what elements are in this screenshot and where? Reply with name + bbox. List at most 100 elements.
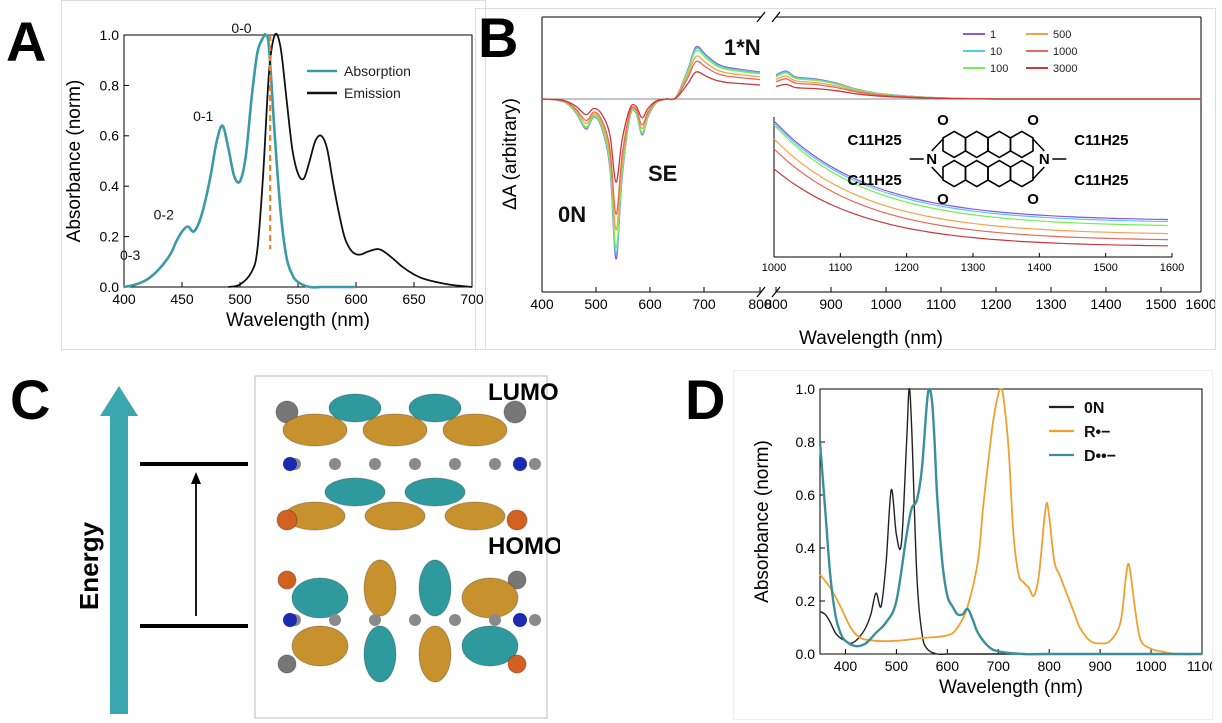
x-tick-label: 500: [228, 291, 252, 307]
nitrogen-atom: [283, 613, 297, 627]
carbon-atom: [529, 458, 541, 470]
ta-trace-visible-5: [541, 71, 761, 183]
orbital-lobe-negative: [506, 509, 528, 531]
inset-x-tick-label: 1600: [1160, 262, 1184, 274]
ta-trace-visible-1: [541, 47, 761, 255]
orbital-lobe-positive: [291, 577, 349, 619]
absorption-emission-chart: 400 450 500 550 600 650 700 0.0 0.2 0.4 0.6 0.8 1.0 W…: [64, 20, 484, 331]
vibronic-label-0: 0-0: [231, 20, 251, 36]
carbon-atom: [529, 614, 541, 626]
orbital-lobe-negative: [444, 501, 506, 531]
legend-label-2: D••−: [1084, 448, 1116, 465]
ta-trace-nir-3: [775, 75, 1201, 100]
pdi-molecule-structure: N N O O O O C11H25 C11H25 C11H25 C11H25: [847, 112, 1128, 208]
series-line-0: [123, 32, 356, 289]
legend-label-1: R•−: [1084, 424, 1111, 441]
orbital-lobe-positive: [324, 477, 386, 507]
legend-label-0: 1: [990, 29, 996, 41]
ta-trace-visible-2: [541, 49, 761, 249]
orbital-lobe-negative: [442, 413, 508, 447]
x-axis-label: Wavelength (nm): [226, 310, 370, 331]
orbital-lobe-negative: [277, 654, 297, 674]
y-tick-label: 0.8: [796, 434, 816, 450]
x-tick-label: 1300: [1035, 296, 1066, 312]
atom-label-n: N: [926, 151, 937, 168]
nitrogen-atom: [513, 613, 527, 627]
series-line-1: [819, 387, 1203, 656]
x-tick-label: 600: [638, 296, 662, 312]
molecule-ring: [942, 159, 967, 188]
plot-frame: [123, 34, 473, 288]
orbital-lobe-negative: [461, 577, 519, 619]
orbital-lobe-negative: [277, 570, 297, 590]
y-tick-label: 0.2: [796, 593, 816, 609]
inset-x-tick-label: 1500: [1093, 262, 1117, 274]
orbital-diagram: Energy LUMO HOMO: [74, 375, 560, 719]
legend-label-1: Emission: [344, 85, 401, 101]
series-line-1: [228, 32, 473, 288]
alkyl-label: C11H25: [1074, 132, 1128, 149]
carbon-atom: [329, 458, 341, 470]
x-tick-label: 800: [748, 296, 772, 312]
axis-break-mark-2: [756, 286, 766, 298]
legend-label-1: 10: [990, 46, 1002, 58]
y-axis-label: ΔA (arbitrary): [500, 98, 521, 210]
y-tick-label: 0.6: [796, 487, 816, 503]
panel-a: 400 450 500 550 600 650 700 0.0 0.2 0.4 0.6 0.8 1.0 W…: [61, 0, 486, 350]
x-tick-label: 1400: [1090, 296, 1121, 312]
series-line-2: [818, 387, 1202, 656]
inset-x-tick-label: 1200: [894, 262, 918, 274]
atom-label-o: O: [937, 191, 949, 208]
x-tick-label: 1000: [1135, 658, 1166, 674]
orbital-lobe-positive: [404, 477, 466, 507]
vibronic-label-3: 0-3: [120, 247, 140, 263]
bond: [1032, 166, 1045, 180]
y-tick-label: 0.4: [796, 540, 816, 556]
y-axis-label: Absorbance (norm): [752, 440, 773, 603]
x-tick-label: 600: [936, 658, 960, 674]
axis-break-mark-1: [771, 11, 781, 23]
x-tick-label: 1100: [926, 296, 956, 312]
panel-b: 400 500 600 700 800 800 900 1000 1100 1200 1300 140…: [475, 8, 1216, 350]
orbital-lobe-positive: [328, 393, 382, 423]
x-axis-label: Wavelength (nm): [799, 328, 943, 349]
panel-c: Energy LUMO HOMO: [0, 366, 560, 723]
vibronic-label-2: 0-2: [154, 206, 174, 222]
panel-letter-b: B: [478, 6, 519, 69]
y-tick-label: 0.0: [796, 646, 816, 662]
carbon-atom: [489, 458, 501, 470]
legend-label-5: 3000: [1053, 63, 1077, 75]
inset-trace-5: [773, 168, 1169, 247]
series-line-0: [819, 388, 1202, 656]
molecule-ring: [987, 159, 1012, 188]
x-tick-label: 700: [987, 658, 1011, 674]
orbital-lobe-negative: [507, 654, 527, 674]
stimulated-emission-label: SE: [648, 161, 677, 186]
plot-frame: [819, 388, 1203, 655]
inset-x-tick-label: 1000: [762, 262, 786, 274]
carbon-atom: [369, 458, 381, 470]
x-tick-label: 400: [530, 296, 554, 312]
y-tick-label: 1.0: [100, 27, 120, 43]
y-tick-label: 0.8: [100, 77, 120, 93]
orbital-lobe-positive: [363, 625, 397, 683]
y-tick-label: 0.2: [100, 229, 120, 245]
x-tick-label: 1100: [1187, 658, 1213, 674]
ta-trace-visible-4: [541, 60, 761, 215]
x-tick-label: 550: [286, 291, 310, 307]
carbon-atom: [449, 458, 461, 470]
x-tick-label: 400: [834, 658, 858, 674]
carbon-atom: [369, 614, 381, 626]
x-tick-label: 900: [819, 296, 843, 312]
legend-label-3: 500: [1053, 29, 1071, 41]
lumo-orbital: [275, 393, 541, 531]
orbital-lobe-negative: [507, 570, 527, 590]
legend-label-4: 1000: [1053, 46, 1077, 58]
molecule-ring: [964, 130, 989, 159]
nitrogen-atom: [283, 457, 297, 471]
inset-trace-3: [773, 138, 1169, 235]
x-tick-label: 1600: [1185, 296, 1216, 312]
x-tick-label: 500: [885, 658, 909, 674]
x-tick-label: 900: [1088, 658, 1112, 674]
